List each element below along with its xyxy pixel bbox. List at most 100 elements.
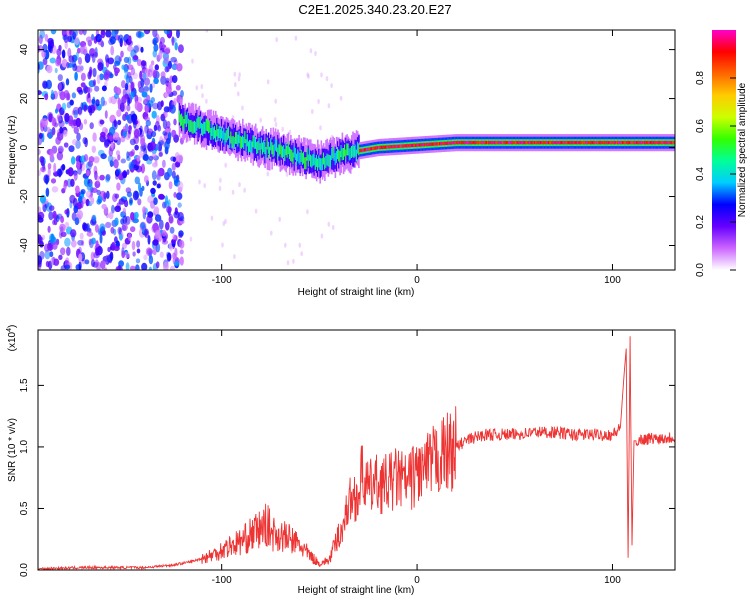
signal-cell (444, 141, 447, 145)
signal-cell (537, 140, 539, 145)
noise-cell (113, 132, 120, 141)
noise-cell (158, 140, 165, 146)
noise-cell (158, 51, 163, 60)
signal-cell (363, 148, 366, 152)
noise-cell (147, 68, 153, 78)
noise-cell (77, 106, 83, 115)
signal-cell (395, 144, 398, 149)
noise-cell (153, 77, 159, 85)
colorbar-label: Normalized spectral amplitude (737, 82, 748, 217)
noise-cell (72, 30, 78, 37)
signal-cell (196, 118, 198, 131)
signal-cell (462, 140, 464, 145)
noise-cell (137, 198, 142, 206)
noise-cell (75, 185, 80, 194)
noise-cell (173, 192, 177, 198)
noise-cell (94, 170, 98, 181)
signal-cell (464, 140, 467, 145)
noise-cell (70, 229, 77, 238)
signal-cell (288, 147, 291, 160)
signal-cell (573, 140, 576, 145)
snr-panel: -100 0 100 0.0 0.5 1.0 1.5 Height of straight … (6, 325, 676, 596)
noise-cell (41, 167, 45, 173)
noise-speck (259, 117, 263, 123)
signal-cell (625, 140, 627, 145)
noise-cell (41, 117, 49, 128)
noise-cell (159, 36, 165, 45)
noise-cell (132, 190, 139, 201)
signal-cell (358, 143, 360, 156)
signal-cell (333, 148, 335, 161)
signal-cell (334, 153, 337, 166)
signal-cell (232, 123, 235, 146)
signal-cell (264, 142, 266, 154)
signal-cell (402, 144, 405, 148)
signal-cell (600, 140, 603, 145)
signal-cell (236, 132, 238, 144)
signal-cell (487, 140, 489, 145)
noise-cell (138, 86, 145, 93)
signal-cell (251, 141, 253, 154)
noise-cell (96, 175, 100, 185)
noise-cell (64, 209, 69, 215)
signal-cell (182, 116, 184, 129)
signal-cell (313, 153, 316, 165)
signal-cell (516, 140, 518, 145)
noise-cell (120, 135, 126, 143)
noise-cell (156, 183, 161, 189)
noise-cell (143, 125, 147, 135)
noise-cell (174, 42, 178, 51)
signal-cell (271, 142, 273, 155)
signal-cell (346, 143, 348, 156)
signal-cell (210, 127, 212, 140)
noise-cell (168, 181, 173, 190)
noise-cell (152, 69, 157, 80)
signal-cell (223, 127, 225, 140)
signal-cell (299, 152, 301, 165)
signal-cell (634, 140, 637, 145)
signal-cell (201, 123, 203, 135)
noise-speck (266, 171, 270, 177)
noise-cell (129, 138, 136, 146)
signal-cell (630, 140, 632, 145)
signal-cell (640, 140, 643, 145)
signal-cell (557, 140, 559, 145)
signal-cell (645, 140, 647, 145)
signal-cell (182, 105, 184, 128)
noise-cell (168, 213, 174, 224)
noise-cell (108, 147, 114, 157)
noise-cell (134, 128, 140, 139)
noise-cell (96, 74, 101, 85)
noise-cell (83, 104, 87, 112)
signal-cell (216, 124, 218, 137)
signal-cell (590, 140, 592, 145)
noise-cell (171, 36, 175, 46)
signal-cell (443, 141, 446, 146)
signal-cell (254, 136, 257, 149)
signal-cell (509, 140, 511, 145)
signal-cell (524, 140, 527, 145)
signal-cell (439, 142, 441, 146)
signal-cell (300, 149, 303, 162)
noise-cell (166, 251, 171, 258)
snr-frame (37, 329, 676, 571)
noise-cell (139, 150, 143, 158)
noise-cell (110, 45, 115, 56)
noise-speck (288, 129, 292, 135)
noise-cell (128, 161, 134, 170)
noise-speck (203, 183, 206, 189)
noise-cell (119, 102, 125, 112)
signal-cell (215, 130, 217, 143)
signal-cell (317, 158, 319, 171)
noise-cell (117, 119, 122, 126)
signal-cell (189, 120, 191, 133)
noise-cell (77, 239, 84, 246)
noise-cell (100, 260, 106, 270)
signal-cell (589, 140, 591, 145)
signal-cell (505, 140, 508, 145)
signal-cell (199, 116, 202, 129)
signal-cell (218, 126, 221, 139)
signal-cell (233, 137, 236, 150)
noise-cell (91, 53, 96, 63)
noise-cell (49, 148, 54, 158)
